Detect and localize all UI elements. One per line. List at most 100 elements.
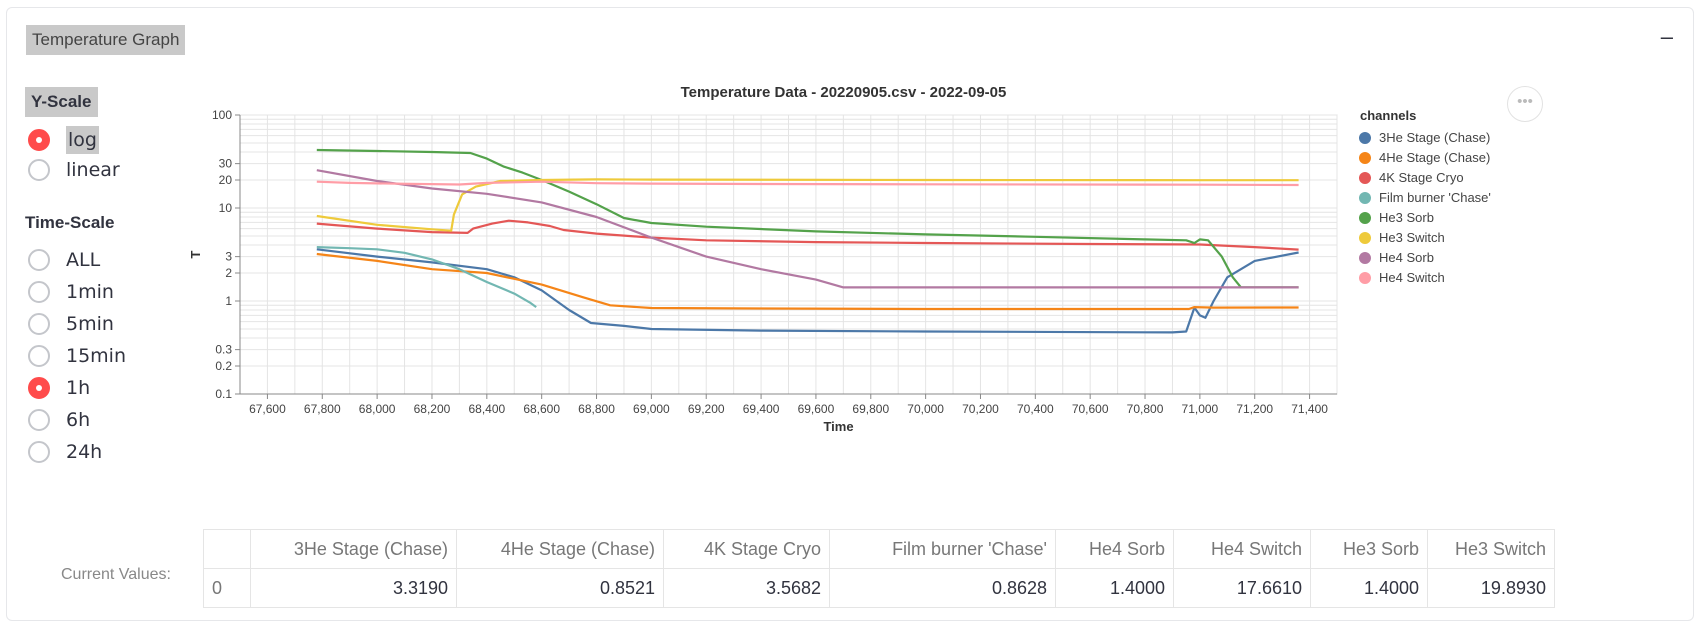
- table-cell: 0.8628: [829, 568, 1056, 608]
- radio-yscale-linear[interactable]: linear: [28, 159, 120, 181]
- legend-title: channels: [1360, 108, 1416, 123]
- series-line: [316, 246, 537, 308]
- table-header-cell: He3 Sorb: [1310, 529, 1428, 569]
- radio-unselected-icon[interactable]: [28, 441, 50, 463]
- series-line: [316, 180, 1299, 187]
- table-header-row: 3He Stage (Chase) 4He Stage (Chase) 4K S…: [203, 529, 1555, 569]
- x-tick-label: 70,000: [907, 402, 944, 416]
- chart-menu-button[interactable]: •••: [1507, 86, 1543, 122]
- radio-label: 24h: [66, 441, 103, 463]
- legend-symbol: [1359, 232, 1371, 244]
- radio-unselected-icon[interactable]: [28, 281, 50, 303]
- y-scale-label: Y-Scale: [25, 87, 98, 117]
- radio-unselected-icon[interactable]: [28, 249, 50, 271]
- radio-label: 1h: [66, 377, 91, 399]
- y-tick-label: 0.1: [215, 387, 232, 401]
- table-header-cell: Film burner 'Chase': [829, 529, 1056, 569]
- radio-selected-icon[interactable]: [28, 129, 50, 151]
- current-values-label: Current Values:: [61, 566, 171, 583]
- x-tick-label: 67,600: [249, 402, 286, 416]
- x-tick-label: 71,400: [1291, 402, 1328, 416]
- table-header-cell: 3He Stage (Chase): [250, 529, 457, 569]
- legend-label: He3 Sorb: [1379, 210, 1434, 225]
- x-tick-label: 68,800: [578, 402, 615, 416]
- series-line: [316, 252, 1299, 311]
- radio-selected-icon[interactable]: [28, 377, 50, 399]
- radio-time-24h[interactable]: 24h: [28, 441, 102, 463]
- legend-label: Film burner 'Chase': [1379, 190, 1491, 205]
- x-tick-label: 70,800: [1127, 402, 1164, 416]
- legend-label: 4He Stage (Chase): [1379, 150, 1490, 165]
- legend-symbol: [1359, 172, 1371, 184]
- x-tick-label: 71,200: [1236, 402, 1273, 416]
- legend-label: He3 Switch: [1379, 230, 1445, 245]
- radio-unselected-icon[interactable]: [28, 313, 50, 335]
- table-header-cell: He4 Switch: [1173, 529, 1311, 569]
- collapse-icon[interactable]: –: [1660, 24, 1673, 49]
- x-tick-label: 70,600: [1072, 402, 1109, 416]
- x-tick-label: 68,000: [359, 402, 396, 416]
- legend-symbol: [1359, 272, 1371, 284]
- legend-label: He4 Switch: [1379, 270, 1445, 285]
- y-tick-label: 30: [219, 157, 233, 171]
- legend-label: He4 Sorb: [1379, 250, 1434, 265]
- panel-title[interactable]: Temperature Graph: [26, 25, 186, 55]
- table-cell: 3.5682: [663, 568, 830, 608]
- radio-label: 5min: [66, 313, 114, 335]
- y-tick-label: 10: [219, 201, 233, 215]
- table-cell: 19.8930: [1427, 568, 1555, 608]
- radio-time-15min[interactable]: 15min: [28, 345, 126, 367]
- x-tick-label: 67,800: [304, 402, 341, 416]
- x-tick-label: 68,200: [414, 402, 451, 416]
- radio-time-1min[interactable]: 1min: [28, 281, 114, 303]
- temperature-chart: 100 30 20 10 3 2 1 0.3 0.2 0.1 67,600 67,800 68,000 6…: [190, 84, 1491, 434]
- x-tick-label: 69,600: [798, 402, 835, 416]
- radio-label: ALL: [66, 249, 101, 271]
- x-tick-label: 70,200: [962, 402, 999, 416]
- legend-label: 4K Stage Cryo: [1379, 170, 1464, 185]
- legend-label: 3He Stage (Chase): [1379, 130, 1490, 145]
- current-values-table: 3He Stage (Chase) 4He Stage (Chase) 4K S…: [203, 529, 1555, 608]
- y-tick-label: 0.2: [215, 359, 232, 373]
- x-tick-label: 69,400: [743, 402, 780, 416]
- table-cell: 17.6610: [1173, 568, 1311, 608]
- radio-unselected-icon[interactable]: [28, 159, 50, 181]
- y-tick-label: 1: [225, 294, 232, 308]
- radio-label: 6h: [66, 409, 91, 431]
- radio-label: 1min: [66, 281, 114, 303]
- radio-unselected-icon[interactable]: [28, 409, 50, 431]
- legend-symbol: [1359, 212, 1371, 224]
- y-tick-label: 20: [219, 173, 233, 187]
- table-header-cell: He3 Switch: [1427, 529, 1555, 569]
- y-tick-label: 3: [225, 250, 232, 264]
- x-tick-label: 71,000: [1182, 402, 1219, 416]
- table-cell: 0.8521: [456, 568, 664, 608]
- radio-unselected-icon[interactable]: [28, 345, 50, 367]
- table-header-cell: He4 Sorb: [1055, 529, 1174, 569]
- radio-time-1h[interactable]: 1h: [28, 377, 90, 399]
- radio-time-6h[interactable]: 6h: [28, 409, 90, 431]
- x-tick-label: 69,000: [633, 402, 670, 416]
- x-tick-label: 69,200: [688, 402, 725, 416]
- radio-time-all[interactable]: ALL: [28, 249, 100, 271]
- radio-yscale-log[interactable]: log: [28, 126, 99, 154]
- table-row: 0 3.3190 0.8521 3.5682 0.8628 1.4000 17.…: [203, 568, 1555, 608]
- table-cell: 3.3190: [250, 568, 457, 608]
- radio-time-5min[interactable]: 5min: [28, 313, 114, 335]
- y-tick-label: 0.3: [215, 343, 232, 357]
- time-scale-label: Time-Scale: [25, 213, 115, 232]
- x-tick-label: 68,600: [523, 402, 560, 416]
- legend-symbol: [1359, 132, 1371, 144]
- legend-symbol: [1359, 192, 1371, 204]
- legend-symbol: [1359, 152, 1371, 164]
- table-cell: 1.4000: [1310, 568, 1428, 608]
- radio-label: linear: [66, 159, 120, 181]
- chart-title: Temperature Data - 20220905.csv - 2022-0…: [681, 84, 1007, 101]
- series-line: [316, 169, 1299, 289]
- radio-label: log: [66, 126, 99, 154]
- legend-symbol: [1359, 252, 1371, 264]
- x-tick-label: 68,400: [468, 402, 505, 416]
- x-tick-label: 70,400: [1017, 402, 1054, 416]
- table-cell: 0: [203, 568, 251, 608]
- series-line: [316, 148, 1299, 289]
